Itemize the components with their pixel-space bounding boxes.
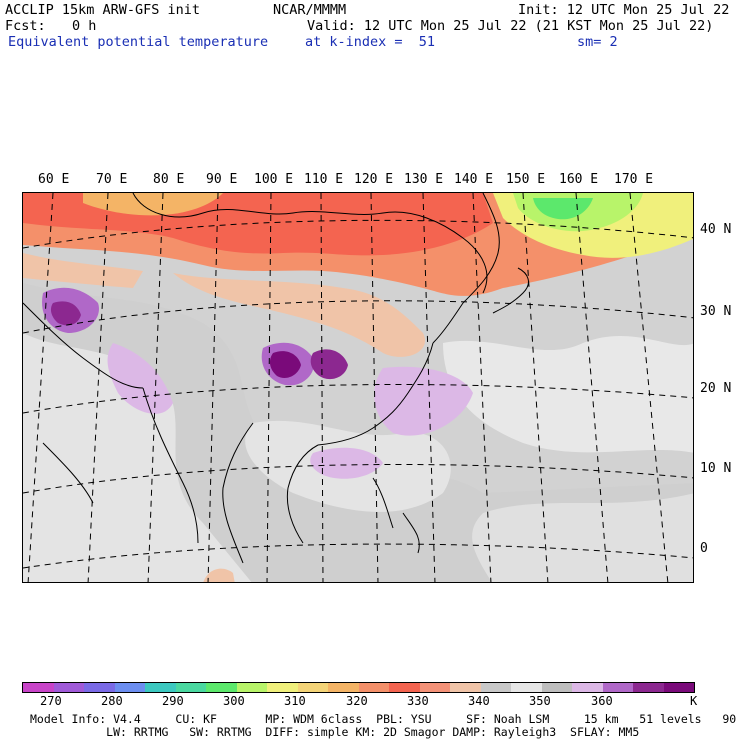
lat-label: 0	[700, 541, 708, 556]
theta-e-map	[23, 193, 693, 582]
colorbar-swatch	[297, 683, 328, 692]
lat-label: 10 N	[700, 461, 732, 476]
field-name: Equivalent potential temperature	[8, 34, 269, 50]
colorbar-swatch	[23, 683, 54, 692]
colorbar-tick: 320	[346, 694, 368, 708]
model-info-line1: Model Info: V4.4 CU: KF MP: WDM 6class P…	[30, 712, 740, 726]
lon-label: 120 E	[354, 172, 394, 187]
colorbar-tick: 270	[40, 694, 62, 708]
colorbar-swatch	[663, 683, 694, 692]
lon-label: 100 E	[254, 172, 294, 187]
model-title: ACCLIP 15km ARW-GFS init	[5, 2, 201, 18]
colorbar-swatch	[480, 683, 511, 692]
colorbar-unit: K	[690, 694, 698, 708]
colorbar-swatch	[114, 683, 145, 692]
colorbar-swatch	[267, 683, 298, 692]
lon-label: 160 E	[559, 172, 599, 187]
colorbar-swatch	[358, 683, 389, 692]
lon-label: 70 E	[96, 172, 128, 187]
center-label: NCAR/MMMM	[273, 2, 347, 18]
colorbar-tick: 280	[101, 694, 123, 708]
colorbar-swatch	[389, 683, 420, 692]
colorbar-swatch	[206, 683, 237, 692]
colorbar-tick: 290	[162, 694, 184, 708]
lon-label: 80 E	[153, 172, 185, 187]
colorbar-swatch	[633, 683, 664, 692]
map-panel	[22, 192, 694, 583]
lon-label: 130 E	[404, 172, 444, 187]
lon-label: 150 E	[506, 172, 546, 187]
lat-label: 30 N	[700, 304, 732, 319]
lat-label: 20 N	[700, 381, 732, 396]
colorbar	[22, 682, 695, 693]
colorbar-swatch	[175, 683, 206, 692]
colorbar-swatch	[328, 683, 359, 692]
colorbar-swatch	[53, 683, 84, 692]
colorbar-tick: 310	[284, 694, 306, 708]
colorbar-tick: 330	[407, 694, 429, 708]
colorbar-swatch	[419, 683, 450, 692]
colorbar-swatch	[84, 683, 115, 692]
valid-time: Valid: 12 UTC Mon 25 Jul 22 (21 KST Mon …	[307, 18, 714, 34]
colorbar-swatch	[450, 683, 481, 692]
smoothing-info: sm= 2	[577, 34, 618, 50]
colorbar-swatch	[145, 683, 176, 692]
colorbar-swatch	[602, 683, 633, 692]
level-info: at k-index = 51	[305, 34, 436, 50]
lat-label: 40 N	[700, 222, 732, 237]
lon-label: 170 E	[614, 172, 654, 187]
lon-label: 60 E	[38, 172, 70, 187]
lon-label: 90 E	[206, 172, 238, 187]
forecast-hour: 0 h	[72, 18, 97, 34]
colorbar-tick: 350	[529, 694, 551, 708]
init-time: Init: 12 UTC Mon 25 Jul 22	[518, 2, 730, 18]
colorbar-tick: 360	[591, 694, 613, 708]
model-info-line2: LW: RRTMG SW: RRTMG DIFF: simple KM: 2D …	[30, 725, 640, 739]
colorbar-swatch	[572, 683, 603, 692]
colorbar-tick: 300	[223, 694, 245, 708]
lon-label: 140 E	[454, 172, 494, 187]
colorbar-swatch	[511, 683, 542, 692]
colorbar-tick: 340	[468, 694, 490, 708]
colorbar-swatch	[541, 683, 572, 692]
colorbar-swatch	[236, 683, 267, 692]
lon-label: 110 E	[304, 172, 344, 187]
forecast-label: Fcst:	[5, 18, 46, 34]
